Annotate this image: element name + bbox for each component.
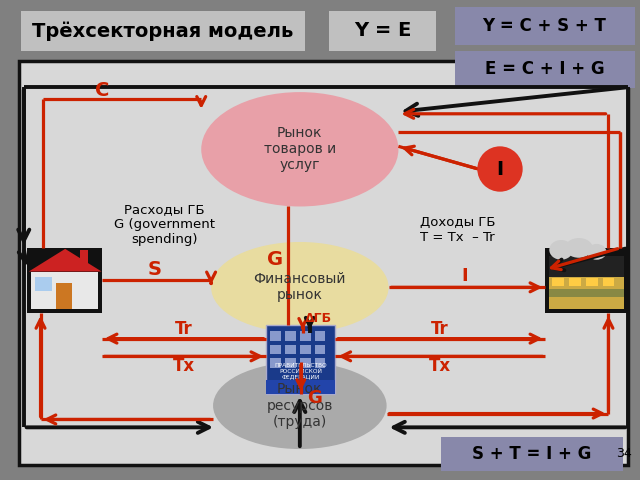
Ellipse shape <box>565 238 593 258</box>
Text: Tr: Tr <box>431 320 449 338</box>
Bar <box>454 51 635 88</box>
Text: S: S <box>148 260 162 279</box>
Bar <box>586 278 598 287</box>
Text: Финансовый
рынок: Финансовый рынок <box>253 272 346 302</box>
Text: G: G <box>307 389 322 407</box>
Bar <box>549 289 624 297</box>
Bar <box>285 345 296 354</box>
Bar <box>549 256 624 277</box>
Bar <box>300 345 310 354</box>
Bar <box>266 380 335 394</box>
Bar <box>315 345 326 354</box>
Ellipse shape <box>211 242 388 333</box>
Ellipse shape <box>201 92 399 206</box>
Text: Y = E: Y = E <box>354 22 412 40</box>
Bar <box>266 325 335 394</box>
Bar <box>56 283 72 309</box>
Bar <box>35 277 52 291</box>
Bar <box>549 276 624 309</box>
Text: Tx: Tx <box>429 357 451 375</box>
Bar <box>315 331 326 341</box>
Bar <box>27 248 102 313</box>
Text: Рынок
товаров и
услуг: Рынок товаров и услуг <box>264 126 336 172</box>
Bar <box>569 278 581 287</box>
Text: Расходы ГБ
G (government
spending): Расходы ГБ G (government spending) <box>115 203 215 246</box>
Circle shape <box>477 146 523 192</box>
Bar <box>285 331 296 341</box>
Text: C: C <box>95 81 110 100</box>
Bar <box>330 11 436 51</box>
Text: Tx: Tx <box>172 357 195 375</box>
Bar <box>300 331 310 341</box>
Bar <box>31 272 98 309</box>
Bar <box>545 248 628 313</box>
Text: E = C + I + G: E = C + I + G <box>484 60 604 78</box>
Text: 34: 34 <box>616 447 632 460</box>
Text: G: G <box>267 250 284 269</box>
Bar <box>80 250 88 264</box>
Ellipse shape <box>587 244 607 260</box>
Text: I: I <box>497 159 504 179</box>
Bar <box>19 60 628 465</box>
Ellipse shape <box>213 362 387 449</box>
Text: Доходы ГБ
Т = Тх  – Tr: Доходы ГБ Т = Тх – Tr <box>420 216 495 244</box>
Bar <box>300 358 310 368</box>
Bar <box>441 437 623 471</box>
Text: I: I <box>461 267 468 286</box>
Text: ПРАВИТЕЛЬСТВО
РОССИЙСКОЙ
ФЕДЕРАЦИИ: ПРАВИТЕЛЬСТВО РОССИЙСКОЙ ФЕДЕРАЦИИ <box>275 363 327 379</box>
Text: Y = C + S + T: Y = C + S + T <box>483 17 606 35</box>
Text: S + T = I + G: S + T = I + G <box>472 445 591 463</box>
Text: Рынок
ресурсов
(труда): Рынок ресурсов (труда) <box>267 383 333 429</box>
Text: ΔГБ: ΔГБ <box>305 312 332 325</box>
Bar <box>454 7 635 45</box>
Bar <box>270 358 281 368</box>
Bar <box>270 331 281 341</box>
Bar <box>552 278 564 287</box>
Bar <box>285 358 296 368</box>
Ellipse shape <box>549 240 573 260</box>
Text: Tr: Tr <box>175 320 193 338</box>
Polygon shape <box>29 249 102 272</box>
Bar <box>270 345 281 354</box>
Bar <box>20 11 305 51</box>
Bar <box>602 278 614 287</box>
Bar <box>315 358 326 368</box>
Text: Трёхсекторная модель: Трёхсекторная модель <box>32 21 294 41</box>
